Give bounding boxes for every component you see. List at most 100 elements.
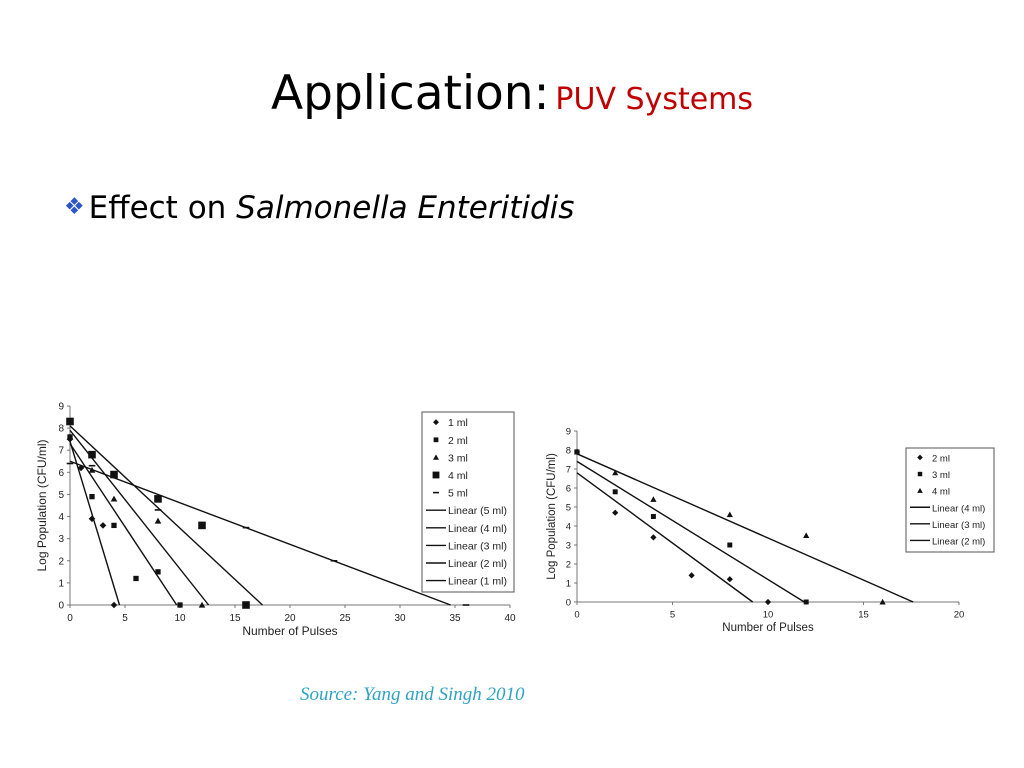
legend-marker <box>433 454 439 460</box>
legend-label: Linear (3 ml) <box>932 520 985 531</box>
fit-line <box>69 443 178 606</box>
source-citation: Source: Yang and Singh 2010 <box>300 684 525 705</box>
y-tick-label: 8 <box>566 446 571 457</box>
x-tick-label: 5 <box>122 613 128 624</box>
legend-label: Linear (2 ml) <box>932 536 985 547</box>
legend-marker <box>917 487 923 493</box>
data-point <box>803 532 810 538</box>
data-point <box>66 433 74 440</box>
data-point <box>155 569 161 575</box>
x-tick-label: 0 <box>574 610 579 621</box>
fit-line <box>576 460 805 603</box>
y-tick-label: 4 <box>566 522 571 533</box>
legend-label: 2 ml <box>932 453 950 464</box>
data-point <box>764 598 772 606</box>
data-point <box>650 514 656 519</box>
fit-line <box>69 425 263 606</box>
data-point <box>88 515 96 523</box>
legend-label: Linear (5 ml) <box>448 505 507 517</box>
data-point <box>650 534 657 541</box>
legend-label: 2 ml <box>448 435 468 447</box>
x-tick-label: 10 <box>763 610 774 621</box>
legend-label: 5 ml <box>448 488 468 500</box>
x-tick-label: 0 <box>67 613 73 624</box>
y-tick-label: 0 <box>566 598 571 609</box>
legend-marker <box>433 419 439 426</box>
data-point <box>612 489 618 495</box>
y-tick-label: 6 <box>58 468 64 479</box>
y-tick-label: 0 <box>58 601 64 612</box>
data-point <box>650 496 657 502</box>
y-axis-label: Log Population (CFU/ml) <box>546 453 558 580</box>
data-point <box>688 572 695 579</box>
legend-label: Linear (3 ml) <box>448 540 507 552</box>
y-tick-label: 6 <box>566 484 571 495</box>
slide-title: Application: PUV Systems <box>0 66 1024 121</box>
data-point <box>803 599 809 605</box>
bullet-organism: Salmonella Enteritidis <box>236 190 575 226</box>
y-tick-label: 5 <box>58 490 64 501</box>
y-tick-label: 8 <box>58 424 64 435</box>
x-axis-label: Number of Pulses <box>242 624 337 638</box>
y-tick-label: 7 <box>58 446 64 457</box>
data-point <box>110 495 118 502</box>
data-point <box>133 575 139 582</box>
data-point <box>110 470 118 479</box>
diamond-bullet-icon: ❖ <box>64 194 85 220</box>
y-tick-label: 4 <box>58 512 64 523</box>
legend-marker <box>917 454 923 461</box>
data-point <box>99 522 107 529</box>
title-main: Application: <box>270 66 550 121</box>
data-point <box>154 517 162 524</box>
data-point <box>110 601 118 609</box>
data-point <box>89 494 95 500</box>
x-tick-label: 30 <box>394 613 406 624</box>
legend-label: Linear (4 ml) <box>448 523 507 535</box>
x-tick-label: 5 <box>670 610 675 621</box>
y-tick-label: 9 <box>58 402 64 413</box>
legend-label: 4 ml <box>448 470 468 482</box>
y-tick-label: 7 <box>566 465 571 476</box>
legend-label: Linear (1 ml) <box>448 576 507 588</box>
legend-label: 1 ml <box>448 417 468 429</box>
data-point <box>177 602 183 608</box>
chart-right: 0 1 2 3 4 5 6 7 8 9 0 5 10 15 20 Number of Pulses Log Po… <box>546 427 995 634</box>
legend-label: 3 ml <box>448 452 468 464</box>
data-point <box>612 469 619 476</box>
data-point <box>573 448 581 455</box>
fit-line <box>576 453 914 603</box>
x-axis-label: Number of Pulses <box>722 622 814 634</box>
y-tick-label: 1 <box>58 578 64 589</box>
data-point <box>154 495 162 503</box>
legend-marker <box>432 471 440 479</box>
legend-marker <box>433 437 439 443</box>
title-subtitle: PUV Systems <box>555 82 754 117</box>
fit-line <box>69 429 210 606</box>
fit-line <box>69 460 451 606</box>
legend-label: 3 ml <box>932 470 950 481</box>
data-point <box>727 542 733 548</box>
fit-line <box>576 472 754 603</box>
y-tick-label: 5 <box>566 503 571 514</box>
legend-label: Linear (4 ml) <box>932 503 985 514</box>
data-point <box>88 450 96 459</box>
data-point <box>66 417 74 426</box>
fit-line <box>69 441 121 606</box>
chart-left: 0 1 2 3 4 5 6 7 8 9 0 5 10 15 20 25 30 35 40 Number of Puls… <box>35 402 516 639</box>
y-tick-label: 2 <box>566 560 571 571</box>
data-point <box>198 521 206 530</box>
y-tick-label: 3 <box>566 541 571 552</box>
data-point <box>198 601 206 608</box>
legend-marker <box>917 471 923 477</box>
x-tick-label: 40 <box>504 613 516 624</box>
data-point <box>726 576 733 583</box>
x-tick-label: 10 <box>174 613 186 624</box>
data-point <box>242 601 250 609</box>
data-point <box>111 522 117 529</box>
y-tick-label: 9 <box>566 427 571 438</box>
data-point <box>726 511 733 518</box>
data-point <box>612 509 619 516</box>
x-tick-label: 15 <box>858 610 869 621</box>
x-tick-label: 35 <box>449 613 461 624</box>
data-point <box>879 598 886 605</box>
